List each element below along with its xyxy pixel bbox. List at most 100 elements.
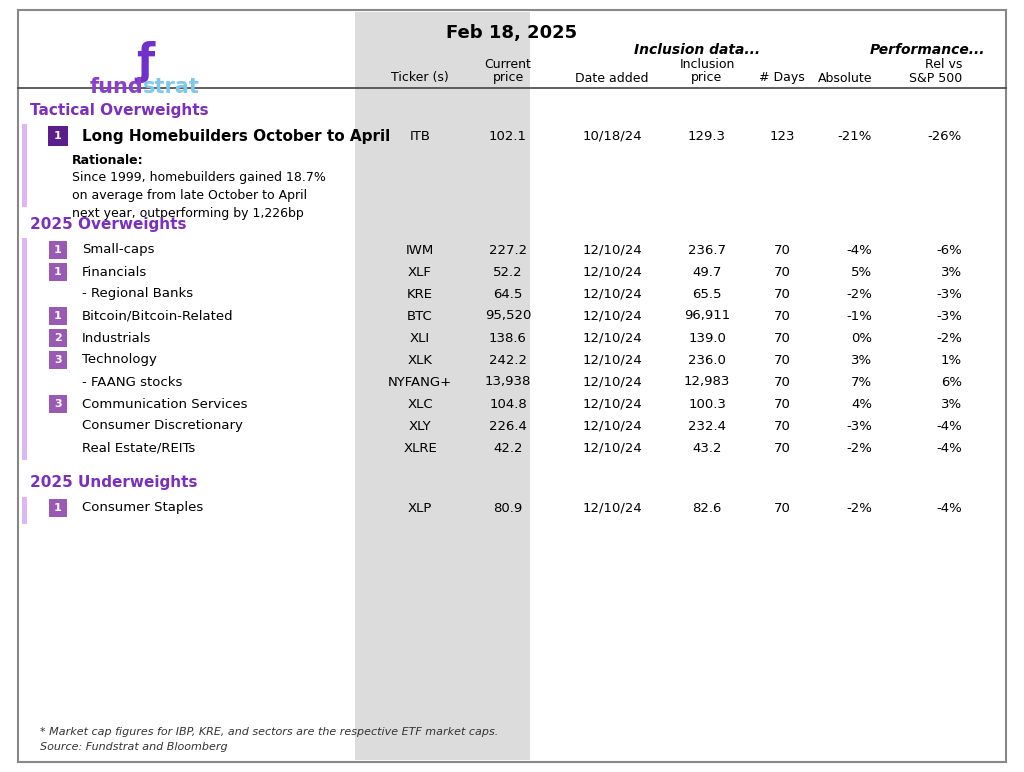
Text: 70: 70 — [773, 419, 791, 432]
Bar — [49, 499, 67, 517]
Text: -4%: -4% — [936, 442, 962, 455]
Text: Rel vs: Rel vs — [925, 59, 962, 72]
Text: 123: 123 — [769, 130, 795, 143]
Text: next year, outperforming by 1,226bp: next year, outperforming by 1,226bp — [72, 208, 304, 221]
Text: XLRE: XLRE — [403, 442, 437, 455]
Text: 232.4: 232.4 — [688, 419, 726, 432]
Text: 7%: 7% — [851, 375, 872, 388]
Text: - FAANG stocks: - FAANG stocks — [82, 375, 182, 388]
Text: -3%: -3% — [846, 419, 872, 432]
Text: 80.9: 80.9 — [494, 502, 522, 514]
Text: Consumer Discretionary: Consumer Discretionary — [82, 419, 243, 432]
Text: strat: strat — [143, 77, 200, 97]
Text: Consumer Staples: Consumer Staples — [82, 502, 203, 514]
Text: 1%: 1% — [941, 354, 962, 367]
Bar — [22, 497, 27, 524]
Bar — [49, 395, 67, 413]
Text: Source: Fundstrat and Bloomberg: Source: Fundstrat and Bloomberg — [40, 742, 227, 752]
Text: Small-caps: Small-caps — [82, 243, 155, 256]
Text: Technology: Technology — [82, 354, 157, 367]
Text: 70: 70 — [773, 310, 791, 323]
Text: -4%: -4% — [846, 243, 872, 256]
Text: on average from late October to April: on average from late October to April — [72, 189, 307, 202]
Text: 70: 70 — [773, 375, 791, 388]
Text: S&P 500: S&P 500 — [908, 72, 962, 84]
Text: Communication Services: Communication Services — [82, 398, 248, 411]
Text: XLK: XLK — [408, 354, 432, 367]
Text: 12/10/24: 12/10/24 — [582, 287, 642, 300]
Text: Long Homebuilders October to April: Long Homebuilders October to April — [82, 128, 390, 144]
Text: 70: 70 — [773, 243, 791, 256]
Text: Real Estate/REITs: Real Estate/REITs — [82, 442, 196, 455]
Text: 12,983: 12,983 — [684, 375, 730, 388]
Text: 6%: 6% — [941, 375, 962, 388]
Text: 2025 Underweights: 2025 Underweights — [30, 475, 198, 489]
Text: ƒ: ƒ — [136, 41, 155, 83]
Bar — [355, 12, 530, 760]
Text: 2025 Overweights: 2025 Overweights — [30, 216, 186, 232]
Text: 3: 3 — [54, 399, 61, 409]
Bar — [49, 351, 67, 369]
Text: XLF: XLF — [408, 266, 432, 279]
Text: Industrials: Industrials — [82, 331, 152, 344]
Text: Inclusion: Inclusion — [679, 59, 734, 72]
Text: 70: 70 — [773, 398, 791, 411]
Text: 0%: 0% — [851, 331, 872, 344]
Text: # Days: # Days — [759, 72, 805, 84]
Text: 70: 70 — [773, 354, 791, 367]
Text: 1: 1 — [54, 311, 61, 321]
Text: 12/10/24: 12/10/24 — [582, 398, 642, 411]
Bar — [49, 241, 67, 259]
Text: 1: 1 — [54, 245, 61, 255]
Text: 102.1: 102.1 — [489, 130, 527, 143]
Bar — [22, 124, 27, 207]
Text: 226.4: 226.4 — [489, 419, 527, 432]
Bar — [22, 238, 27, 460]
Text: 70: 70 — [773, 442, 791, 455]
Text: Current: Current — [484, 59, 531, 72]
Text: -3%: -3% — [936, 287, 962, 300]
Text: 43.2: 43.2 — [692, 442, 722, 455]
Text: -26%: -26% — [928, 130, 962, 143]
Text: XLP: XLP — [408, 502, 432, 514]
Text: 70: 70 — [773, 266, 791, 279]
Text: 227.2: 227.2 — [488, 243, 527, 256]
Text: 2: 2 — [54, 333, 61, 343]
Text: 49.7: 49.7 — [692, 266, 722, 279]
Text: 10/18/24: 10/18/24 — [583, 130, 642, 143]
Bar — [48, 126, 68, 146]
Text: 12/10/24: 12/10/24 — [582, 310, 642, 323]
Text: 3%: 3% — [941, 398, 962, 411]
Text: Date added: Date added — [575, 72, 649, 84]
Text: Absolute: Absolute — [817, 72, 872, 84]
Text: KRE: KRE — [407, 287, 433, 300]
Text: 12/10/24: 12/10/24 — [582, 419, 642, 432]
Text: Since 1999, homebuilders gained 18.7%: Since 1999, homebuilders gained 18.7% — [72, 171, 326, 185]
Text: Bitcoin/Bitcoin-Related: Bitcoin/Bitcoin-Related — [82, 310, 233, 323]
Text: 242.2: 242.2 — [489, 354, 527, 367]
Text: 138.6: 138.6 — [489, 331, 527, 344]
Text: 5%: 5% — [851, 266, 872, 279]
Text: -3%: -3% — [936, 310, 962, 323]
Text: 12/10/24: 12/10/24 — [582, 502, 642, 514]
Text: 12/10/24: 12/10/24 — [582, 243, 642, 256]
Text: Feb 18, 2025: Feb 18, 2025 — [446, 24, 578, 42]
Text: 3: 3 — [54, 355, 61, 365]
Text: 64.5: 64.5 — [494, 287, 522, 300]
Text: -4%: -4% — [936, 419, 962, 432]
Text: 1: 1 — [54, 267, 61, 277]
Text: fund: fund — [89, 77, 143, 97]
Text: 12/10/24: 12/10/24 — [582, 375, 642, 388]
Text: XLC: XLC — [408, 398, 433, 411]
Text: XLI: XLI — [410, 331, 430, 344]
Text: 104.8: 104.8 — [489, 398, 527, 411]
Text: 3%: 3% — [851, 354, 872, 367]
Text: Rationale:: Rationale: — [72, 154, 143, 167]
Text: 70: 70 — [773, 331, 791, 344]
Text: 82.6: 82.6 — [692, 502, 722, 514]
Text: 12/10/24: 12/10/24 — [582, 354, 642, 367]
Text: XLY: XLY — [409, 419, 431, 432]
Text: BTC: BTC — [408, 310, 433, 323]
Text: 96,911: 96,911 — [684, 310, 730, 323]
Text: Tactical Overweights: Tactical Overweights — [30, 103, 209, 117]
